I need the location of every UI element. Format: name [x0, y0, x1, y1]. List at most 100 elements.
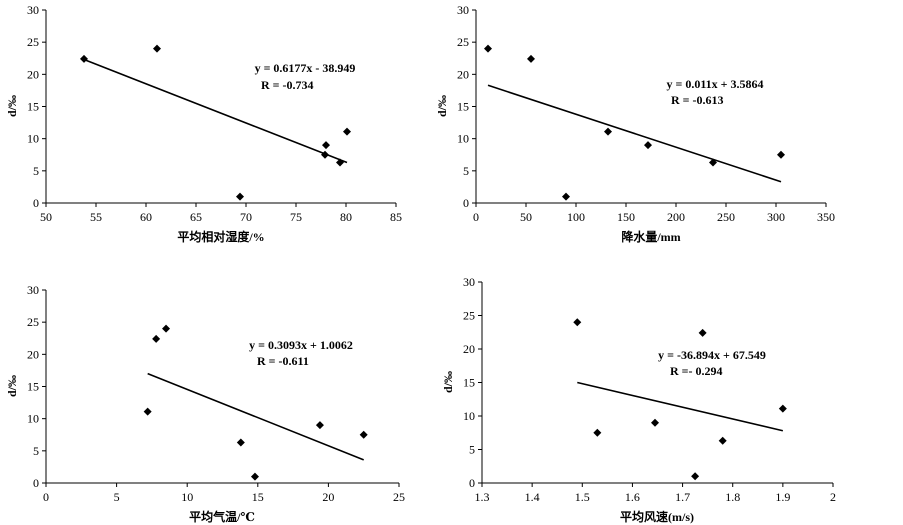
- y-tick-label: 5: [33, 444, 39, 458]
- x-tick-label: 100: [567, 210, 585, 224]
- data-point: [236, 192, 244, 201]
- data-point: [593, 428, 602, 437]
- y-tick-label: 15: [457, 100, 469, 114]
- y-tick-label: 30: [27, 3, 39, 17]
- y-tick-label: 20: [27, 347, 39, 361]
- x-tick-label: 85: [390, 210, 402, 224]
- data-point: [80, 54, 88, 63]
- trendline: [487, 84, 782, 183]
- y-tick-label: 10: [463, 409, 475, 423]
- y-tick-label: 20: [27, 67, 39, 81]
- data-point: [315, 421, 324, 430]
- y-tick-label: 10: [457, 132, 469, 146]
- x-axis-title: 平均风速(m/s): [620, 509, 694, 524]
- data-point: [777, 150, 785, 159]
- y-tick-label: 25: [27, 315, 39, 329]
- x-tick-label: 50: [520, 210, 532, 224]
- x-tick-label: 350: [817, 210, 835, 224]
- chart-panel-1: 0 5 10 15 20 25 30 50 55 60 65 70 75 80 85 平均相对湿度/% d/‰ y…: [5, 3, 402, 244]
- regression-equation: y = 0.3093x + 1.0062: [249, 338, 353, 352]
- data-point: [153, 44, 161, 53]
- data-point: [604, 127, 612, 136]
- data-point: [484, 44, 492, 53]
- data-point: [691, 472, 700, 481]
- correlation-r: R = -0.613: [671, 93, 724, 107]
- data-point: [152, 334, 161, 343]
- x-tick-label: 1.4: [525, 490, 540, 504]
- x-tick-label: 1.9: [775, 490, 790, 504]
- data-point: [359, 430, 368, 439]
- data-point: [562, 192, 570, 201]
- y-tick-label: 25: [457, 35, 469, 49]
- x-tick-label: 1.7: [675, 490, 690, 504]
- y-tick-label: 20: [463, 342, 475, 356]
- data-point: [573, 318, 582, 327]
- y-tick-label: 10: [27, 132, 39, 146]
- y-tick-label: 20: [457, 67, 469, 81]
- data-point: [321, 150, 329, 159]
- x-axis-title: 降水量/mm: [621, 229, 680, 244]
- x-tick-label: 50: [40, 210, 52, 224]
- data-point: [336, 158, 344, 167]
- x-tick-label: 1.5: [575, 490, 590, 504]
- chart-panel-3: 0 5 10 15 20 25 30 0 5 10 15 20 25 平均气温/℃ d/‰ y = 0.309…: [5, 283, 405, 524]
- data-point: [778, 404, 787, 413]
- y-tick-label: 15: [27, 380, 39, 394]
- y-axis-title: d/‰: [435, 95, 449, 117]
- y-tick-label: 0: [33, 476, 39, 490]
- y-tick-label: 0: [469, 476, 475, 490]
- data-point: [709, 158, 717, 167]
- y-tick-label: 0: [463, 196, 469, 210]
- x-axis-title: 平均相对湿度/%: [177, 229, 264, 244]
- y-tick-label: 30: [463, 275, 475, 289]
- data-point: [718, 436, 727, 445]
- y-tick-label: 15: [463, 376, 475, 390]
- trendline: [83, 58, 348, 164]
- x-tick-label: 300: [767, 210, 785, 224]
- regression-equation: y = 0.6177x - 38.949: [255, 61, 356, 75]
- data-point: [236, 438, 245, 447]
- x-tick-label: 2: [830, 490, 836, 504]
- x-tick-label: 25: [393, 490, 405, 504]
- trendline: [577, 381, 784, 432]
- y-axis-title: d/‰: [5, 375, 19, 397]
- y-tick-label: 30: [27, 283, 39, 297]
- x-tick-label: 1.3: [475, 490, 490, 504]
- y-tick-label: 25: [27, 35, 39, 49]
- data-point: [527, 54, 535, 63]
- correlation-r: R =- 0.294: [670, 364, 723, 378]
- x-tick-label: 0: [473, 210, 479, 224]
- x-tick-label: 1.6: [625, 490, 640, 504]
- data-point: [143, 407, 152, 416]
- data-point: [644, 141, 652, 150]
- x-tick-label: 75: [290, 210, 302, 224]
- y-axis-title: d/‰: [441, 371, 455, 393]
- y-tick-label: 25: [463, 309, 475, 323]
- y-tick-label: 5: [469, 443, 475, 457]
- y-tick-label: 30: [457, 3, 469, 17]
- x-tick-label: 1.8: [725, 490, 740, 504]
- x-tick-label: 55: [90, 210, 102, 224]
- regression-equation: y = -36.894x + 67.549: [658, 348, 766, 362]
- x-tick-label: 10: [181, 490, 193, 504]
- x-tick-label: 70: [240, 210, 252, 224]
- x-tick-label: 65: [190, 210, 202, 224]
- data-point: [322, 141, 330, 150]
- y-tick-label: 5: [33, 164, 39, 178]
- data-point: [250, 472, 259, 481]
- x-tick-label: 5: [114, 490, 120, 504]
- data-point: [162, 324, 171, 333]
- x-tick-label: 250: [717, 210, 735, 224]
- data-point: [650, 418, 659, 427]
- correlation-r: R = -0.734: [261, 78, 314, 92]
- x-tick-label: 20: [322, 490, 334, 504]
- y-tick-label: 15: [27, 100, 39, 114]
- data-point: [698, 328, 707, 337]
- y-axis-title: d/‰: [5, 95, 19, 117]
- y-tick-label: 5: [463, 164, 469, 178]
- x-tick-label: 60: [140, 210, 152, 224]
- y-tick-label: 0: [33, 196, 39, 210]
- x-tick-label: 200: [667, 210, 685, 224]
- x-tick-label: 0: [43, 490, 49, 504]
